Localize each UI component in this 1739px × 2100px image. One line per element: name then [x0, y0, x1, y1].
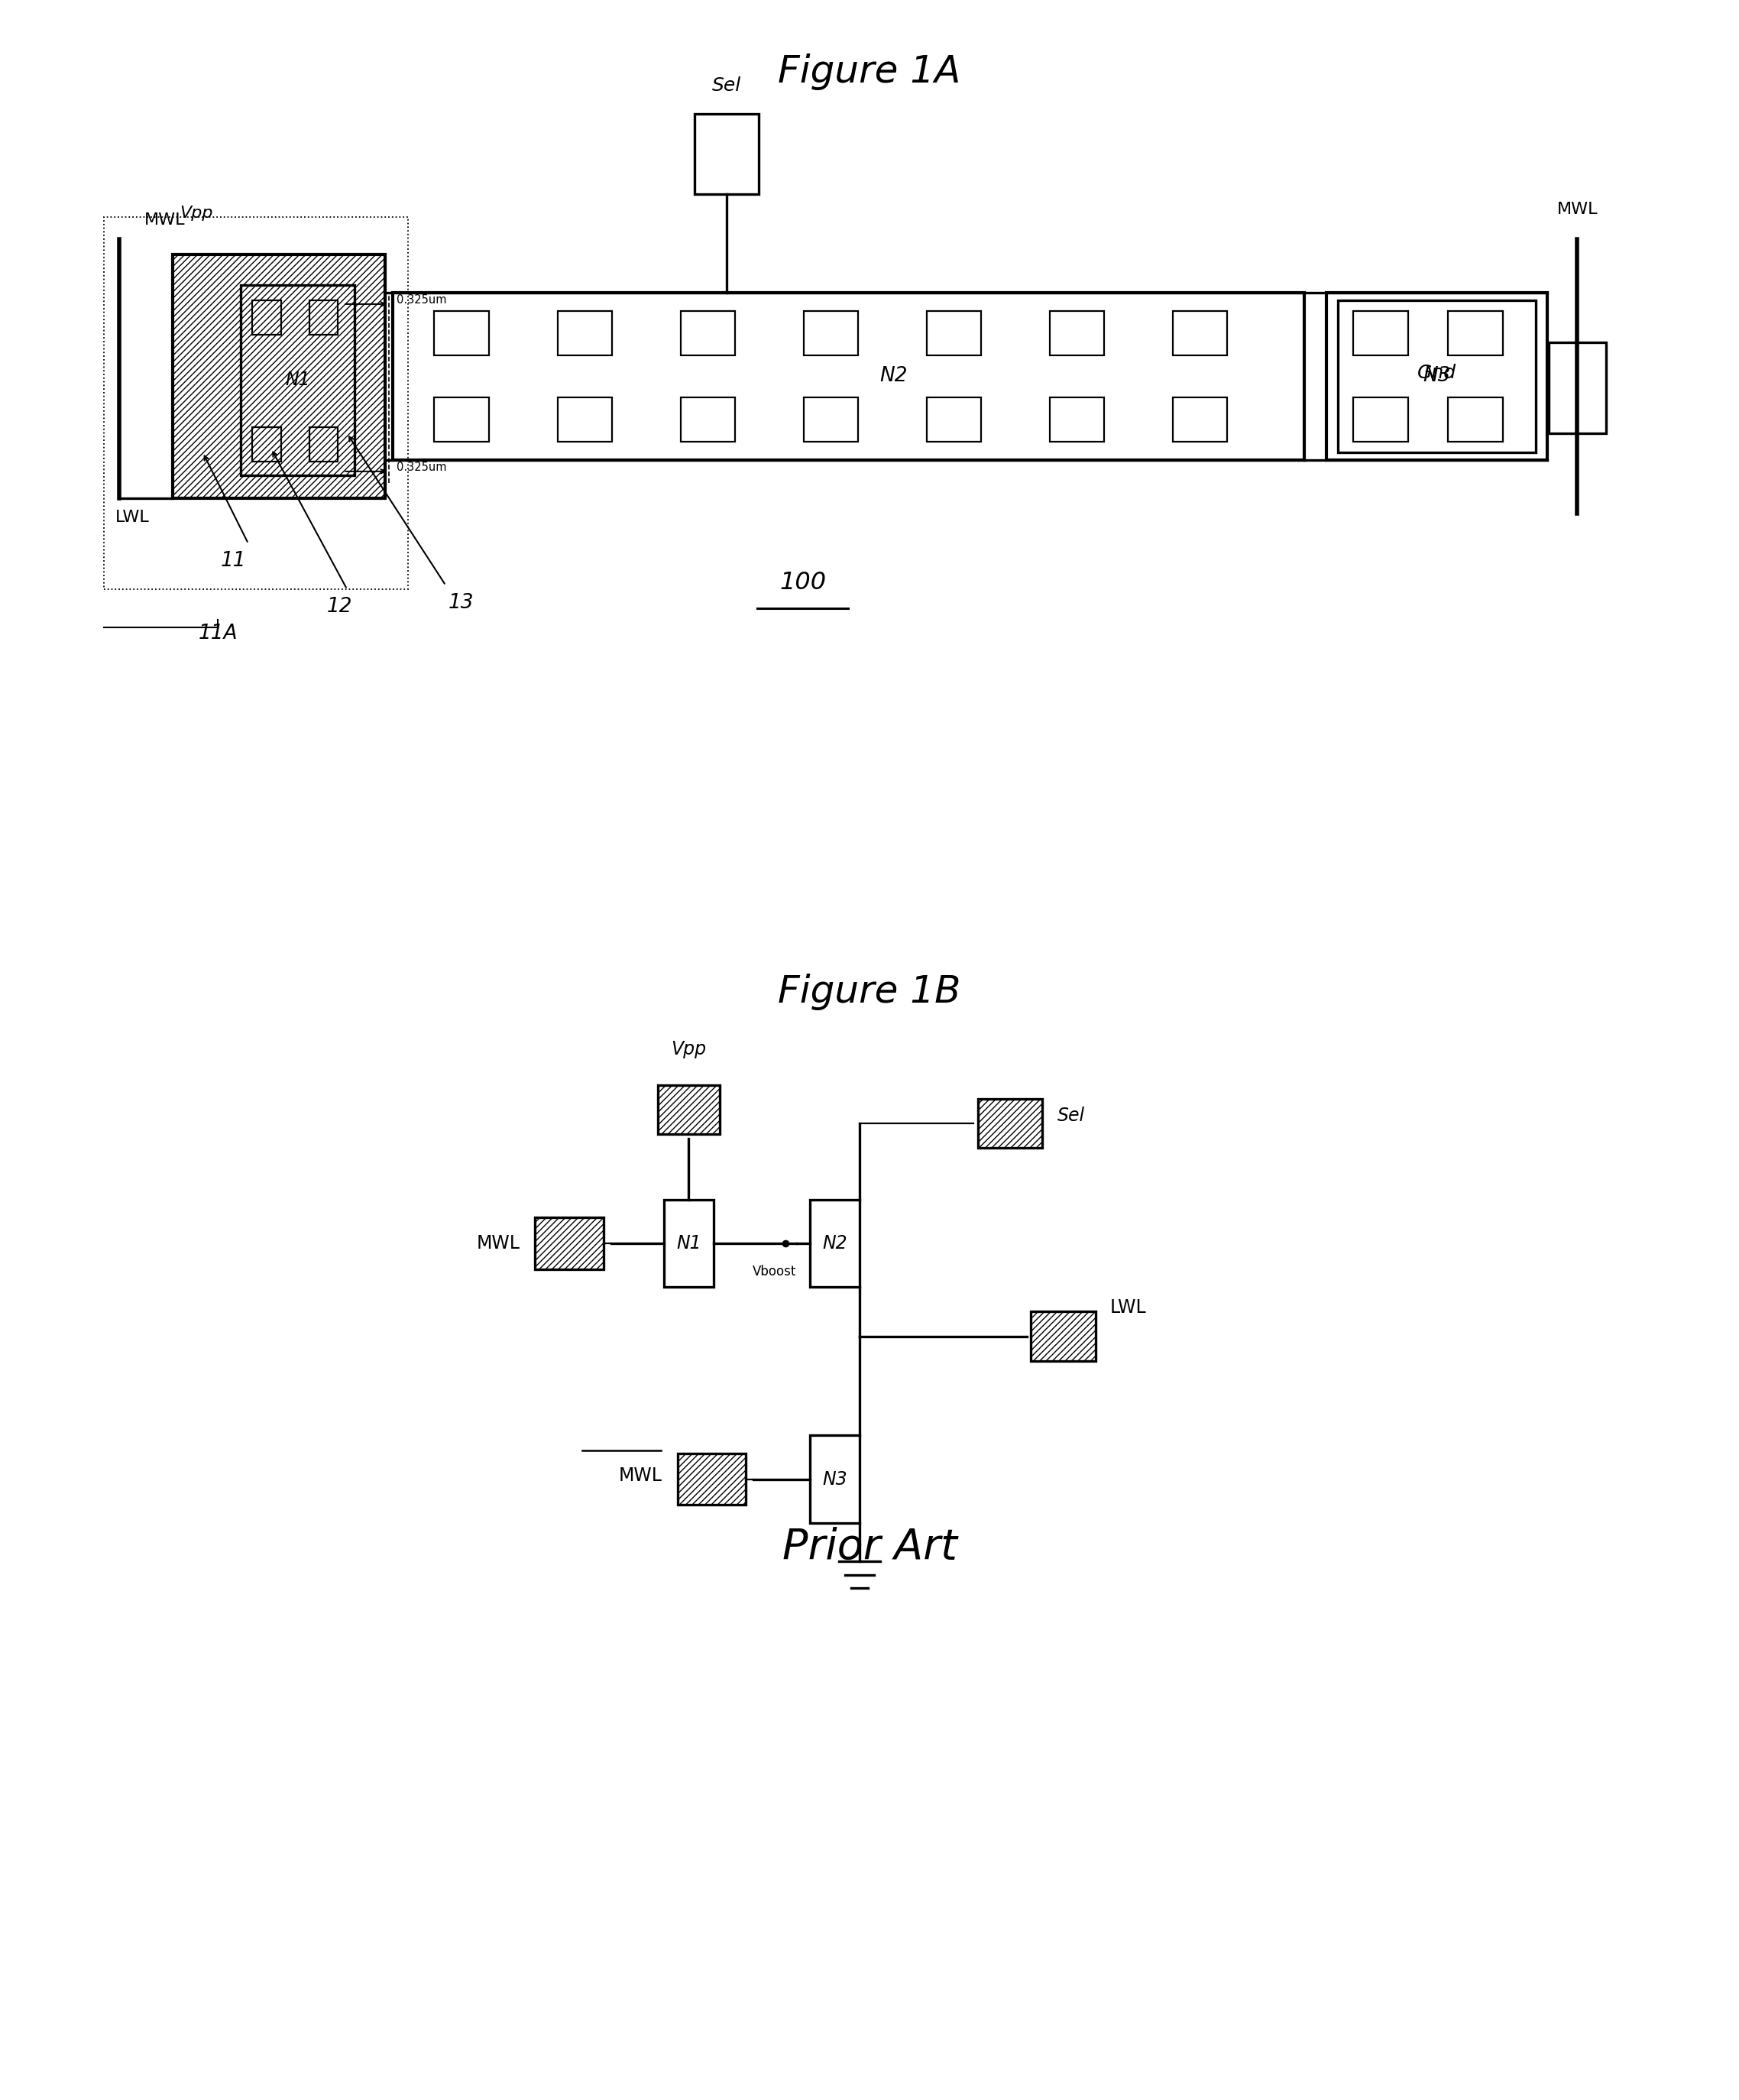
Bar — [240, 286, 355, 475]
Text: Vpp: Vpp — [671, 1040, 706, 1058]
Text: LWL: LWL — [115, 510, 150, 525]
Bar — [1327, 292, 1548, 460]
Text: 0.325um: 0.325um — [396, 462, 447, 473]
Text: Vpp: Vpp — [179, 206, 214, 221]
Bar — [927, 397, 981, 441]
Bar — [435, 311, 489, 355]
Text: N1: N1 — [676, 1235, 701, 1252]
Bar — [680, 397, 736, 441]
Bar — [1031, 1312, 1096, 1361]
Text: Sel: Sel — [713, 78, 741, 94]
Bar — [927, 311, 981, 355]
Text: N2: N2 — [823, 1235, 847, 1252]
Text: Gnd: Gnd — [1417, 363, 1456, 382]
Bar — [664, 1199, 713, 1287]
Bar — [680, 311, 736, 355]
Text: 0.325um: 0.325um — [396, 294, 447, 307]
Bar — [393, 292, 1304, 460]
Text: N3: N3 — [1423, 365, 1450, 386]
Bar — [1449, 397, 1502, 441]
Text: 12: 12 — [327, 596, 353, 617]
Bar — [558, 311, 612, 355]
Bar — [435, 397, 489, 441]
Bar — [803, 397, 857, 441]
Text: N3: N3 — [823, 1470, 847, 1489]
Text: N2: N2 — [880, 365, 908, 386]
Bar — [252, 426, 282, 462]
Bar — [104, 216, 407, 590]
Bar — [1353, 311, 1409, 355]
Bar — [536, 1218, 603, 1268]
Bar — [310, 426, 337, 462]
Bar — [678, 1453, 746, 1506]
Bar — [803, 311, 857, 355]
Text: MWL: MWL — [476, 1235, 520, 1252]
Text: MWL: MWL — [619, 1466, 663, 1485]
Bar — [172, 254, 384, 498]
Text: LWL: LWL — [1109, 1298, 1146, 1317]
Text: 100: 100 — [779, 571, 826, 594]
Text: Sel: Sel — [1057, 1107, 1085, 1126]
Text: Figure 1B: Figure 1B — [777, 974, 962, 1010]
Text: 11: 11 — [221, 550, 245, 571]
Bar — [252, 300, 282, 334]
Bar — [696, 113, 758, 193]
Bar — [1049, 397, 1104, 441]
Bar — [1449, 311, 1502, 355]
Bar — [657, 1086, 720, 1134]
Text: Figure 1A: Figure 1A — [777, 55, 962, 90]
Text: Prior Art: Prior Art — [783, 1527, 956, 1567]
Bar — [558, 397, 612, 441]
Bar — [810, 1436, 859, 1522]
Bar — [1172, 311, 1228, 355]
Bar — [1353, 397, 1409, 441]
Text: N1: N1 — [285, 372, 310, 388]
Bar — [1049, 311, 1104, 355]
Text: MWL: MWL — [1556, 202, 1598, 216]
Text: Vboost: Vboost — [753, 1264, 796, 1279]
Bar — [1548, 342, 1607, 433]
Text: MWL: MWL — [144, 212, 186, 229]
Text: 13: 13 — [449, 592, 473, 613]
Text: 11A: 11A — [198, 624, 238, 643]
Bar — [1172, 397, 1228, 441]
Bar — [1337, 300, 1536, 451]
Bar — [977, 1098, 1042, 1149]
Bar — [810, 1199, 859, 1287]
Bar — [310, 300, 337, 334]
